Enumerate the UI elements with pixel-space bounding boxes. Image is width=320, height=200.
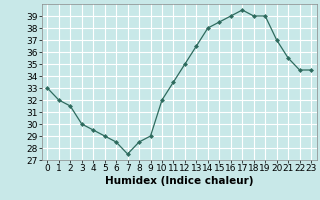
X-axis label: Humidex (Indice chaleur): Humidex (Indice chaleur) <box>105 176 253 186</box>
